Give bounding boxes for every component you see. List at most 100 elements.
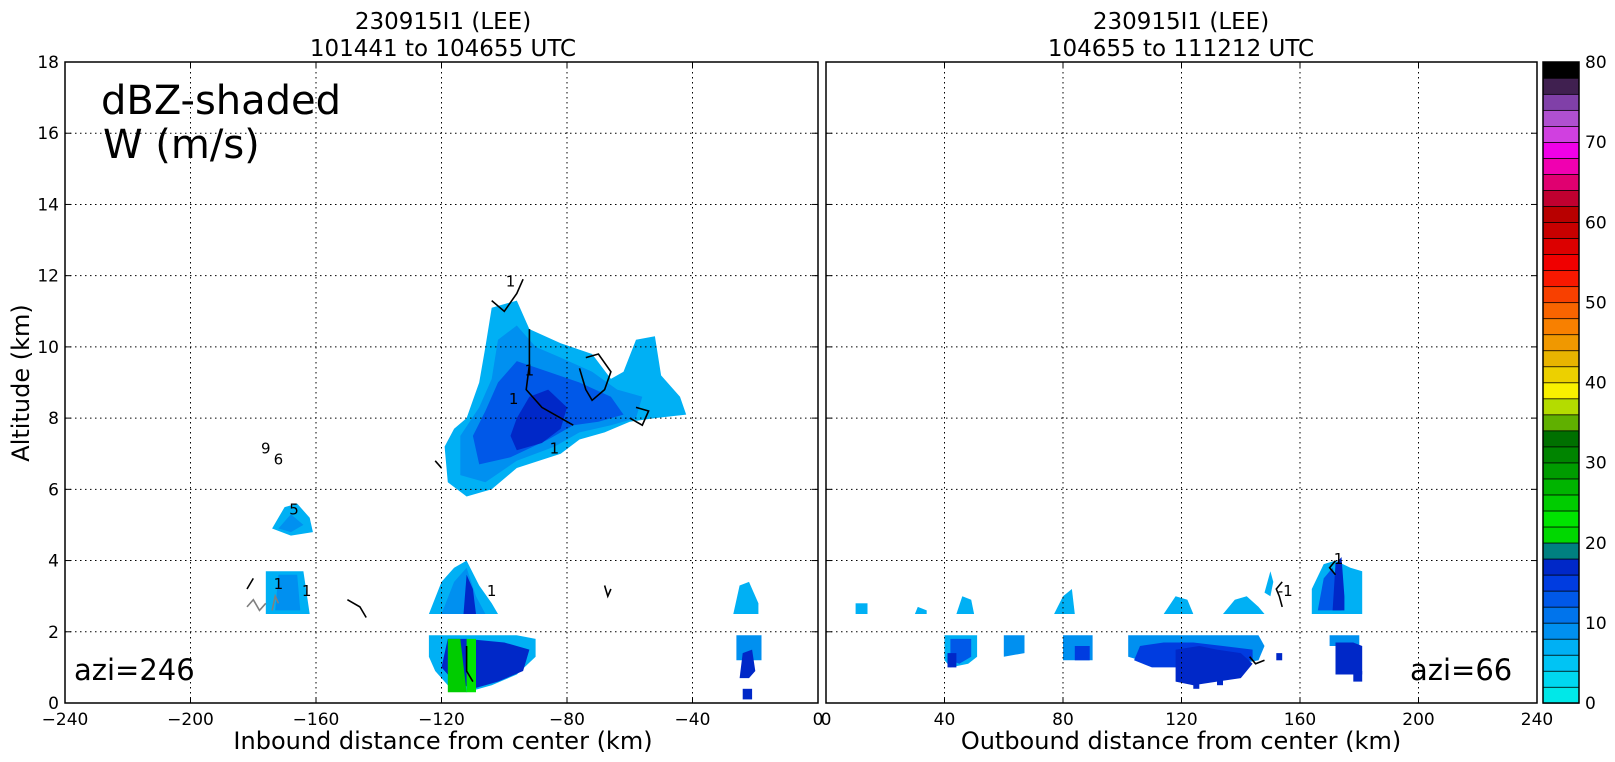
- left-contour-label: 1: [302, 582, 312, 600]
- colorbar-segment: [1542, 237, 1580, 255]
- left-dbz-region-14: [447, 638, 467, 693]
- colorbar-segment: [1542, 670, 1580, 688]
- right-dbz-region-20: [1217, 674, 1223, 686]
- annotation-azi-right: azi=66: [1410, 653, 1512, 687]
- colorbar-segment: [1542, 317, 1580, 336]
- right-contour-label: 1: [1334, 550, 1344, 568]
- left-w-contour-0: [491, 278, 524, 313]
- left-title: 230915I1 (LEE): [355, 9, 531, 35]
- colorbar-segment: [1542, 622, 1580, 640]
- left-dbz-region-3: [510, 389, 567, 451]
- right-dbz-region-23: [1353, 671, 1363, 682]
- left-ytick-label: 2: [48, 623, 59, 643]
- colorbar-tick-label: 0: [1585, 694, 1596, 714]
- colorbar-tick-label: 70: [1585, 133, 1607, 153]
- right-xtick-label: 0: [821, 710, 832, 730]
- left-w-contour-2: [578, 353, 612, 402]
- colorbar-segment: [1542, 366, 1580, 384]
- right-dbz-region-22: [1335, 642, 1363, 675]
- left-contour-label: 1: [506, 272, 516, 290]
- colorbar-tick-label: 40: [1585, 374, 1607, 394]
- left-ytick-label: 4: [48, 552, 59, 572]
- left-dbz-region-10: [463, 574, 476, 614]
- left-dbz-region-15: [466, 638, 476, 693]
- colorbar-segment: [1542, 654, 1580, 672]
- left-ytick-label: 8: [48, 409, 59, 429]
- right-grid: [826, 62, 1537, 703]
- left-dbz-region-5: [278, 514, 304, 533]
- left-contour-label: 1: [509, 390, 519, 408]
- colorbar-segment: [1542, 638, 1580, 656]
- left-plot-frame: [64, 61, 819, 704]
- colorbar-segment: [1542, 350, 1580, 368]
- colorbar-segment: [1542, 494, 1580, 512]
- colorbar-segment: [1542, 77, 1580, 95]
- left-xlabel: Inbound distance from center (km): [233, 727, 652, 755]
- left-ytick-label: 16: [37, 124, 59, 144]
- colorbar-segment: [1542, 382, 1580, 400]
- colorbar-tick-label: 10: [1585, 614, 1607, 634]
- left-xtick-label: −120: [418, 710, 465, 730]
- left-contour-label: 1: [550, 440, 560, 458]
- left-ytick-label: 10: [37, 338, 59, 358]
- colorbar-segment: [1542, 269, 1580, 288]
- colorbar-segment: [1542, 574, 1580, 592]
- left-w-contour-9: [246, 598, 267, 612]
- colorbar-tick-label: 80: [1585, 53, 1607, 73]
- right-contour-labels: 1 -1: [1278, 550, 1344, 600]
- left-xtick-label: 0: [813, 710, 824, 730]
- colorbar-segment: [1542, 93, 1580, 111]
- left-dbz-region-11: [733, 581, 759, 614]
- colorbar-tick-label: 50: [1585, 293, 1607, 313]
- right-dbz-region-4: [1163, 596, 1194, 614]
- left-ytick-label: 0: [48, 694, 59, 714]
- right-plot-frame: [825, 61, 1538, 704]
- colorbar-segment: [1542, 478, 1580, 496]
- colorbar-segment: [1542, 542, 1580, 560]
- colorbar-segment: [1542, 526, 1580, 544]
- left-dbz-region-18: [742, 688, 753, 700]
- colorbar-segment: [1542, 253, 1580, 272]
- right-velocity-contours: [1248, 560, 1337, 665]
- left-grid: [65, 62, 818, 703]
- left-panel: 230915I1 (LEE) 101441 to 104655 UTC −240…: [7, 9, 823, 755]
- colorbar-segment: [1542, 510, 1580, 528]
- left-w-contour-10: [271, 593, 280, 611]
- annotation-azi-left: azi=246: [74, 653, 195, 687]
- colorbar-segment: [1542, 285, 1580, 304]
- left-xtick-label: −160: [293, 710, 340, 730]
- colorbar-tick-label: 30: [1585, 454, 1607, 474]
- left-ylabel: Altitude (km): [7, 304, 35, 461]
- right-dbz-region-13: [1003, 635, 1025, 657]
- colorbar-segment: [1542, 221, 1580, 239]
- right-dbz-region-2: [956, 596, 975, 614]
- right-dbz-region-15: [1074, 646, 1090, 661]
- colorbar-segment: [1542, 205, 1580, 223]
- left-contour-label: 1: [487, 582, 497, 600]
- right-title: 230915I1 (LEE): [1093, 9, 1269, 35]
- right-xtick-label: 200: [1402, 710, 1434, 730]
- left-contour-label: 1: [525, 361, 535, 379]
- left-xtick-label: −80: [549, 710, 585, 730]
- right-dbz-region-18: [1175, 646, 1253, 686]
- annotation-w-units: W (m/s): [103, 122, 260, 168]
- left-dbz-region-17: [739, 649, 756, 679]
- colorbar-segment: [1542, 301, 1580, 320]
- right-subtitle: 104655 to 111212 UTC: [1048, 36, 1314, 62]
- right-dbz-region-3: [1054, 589, 1075, 614]
- colorbar-segment: [1542, 446, 1580, 464]
- colorbar-segment: [1542, 61, 1580, 79]
- colorbar-segment: [1542, 334, 1580, 352]
- left-w-contour-5: [246, 577, 254, 590]
- colorbar-segment: [1542, 173, 1580, 191]
- right-w-contour-2: [1248, 656, 1265, 665]
- left-contour-label: 6: [274, 450, 284, 468]
- left-w-contour-6: [347, 599, 367, 618]
- right-xtick-label: 120: [1165, 710, 1197, 730]
- right-dbz-region-0: [855, 603, 868, 614]
- colorbar-segment: [1542, 398, 1580, 416]
- right-xlabel: Outbound distance from center (km): [961, 727, 1401, 755]
